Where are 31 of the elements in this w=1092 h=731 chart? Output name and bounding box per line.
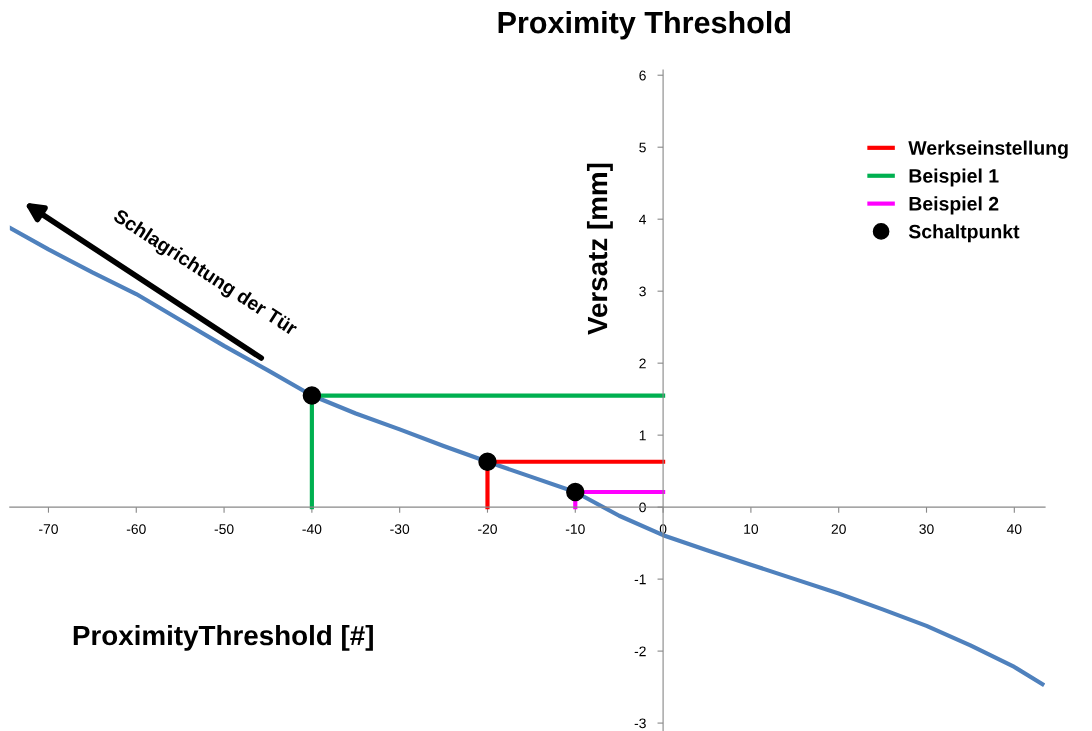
x-tick-label: -10: [565, 524, 585, 534]
x-tick-label: 10: [744, 524, 759, 534]
y-tick-label: -2: [634, 646, 646, 657]
x-tick-label: -70: [39, 524, 58, 534]
point: [478, 452, 497, 471]
x-axis-title: ProximityThreshold [#]: [73, 624, 373, 651]
point: [302, 386, 322, 405]
point: [566, 482, 585, 502]
y-tick-label: -3: [634, 718, 646, 729]
y-tick-label: 2: [639, 358, 646, 369]
y-tick-label: 1: [639, 430, 646, 441]
legend-label: Schaltpunkt: [908, 224, 1020, 243]
y-tick-label: 6: [639, 70, 646, 81]
legend-label: Beispiel 2: [909, 196, 999, 215]
x-tick-label: -50: [214, 524, 234, 534]
y-tick-label: 4: [639, 214, 647, 225]
x-tick-label: 30: [919, 524, 934, 534]
legend-label: Werkseinstellung: [908, 140, 1068, 159]
y-tick-label: 0: [639, 502, 646, 513]
x-tick-label: -30: [390, 524, 410, 534]
x-tick-label: -60: [126, 524, 146, 534]
legend-label: Beispiel 1: [909, 168, 999, 187]
y-axis-title: Versatz [mm]: [586, 163, 613, 335]
x-tick-label: 40: [1006, 524, 1022, 534]
y-tick-label: 3: [639, 286, 646, 297]
x-tick-label: 20: [831, 524, 846, 534]
x-tick-label: -40: [302, 524, 322, 534]
x-tick-label: -20: [478, 524, 497, 534]
chart-title: Proximity Threshold: [498, 10, 790, 40]
y-tick-label: 5: [639, 142, 646, 153]
y-tick-label: -1: [634, 574, 646, 585]
